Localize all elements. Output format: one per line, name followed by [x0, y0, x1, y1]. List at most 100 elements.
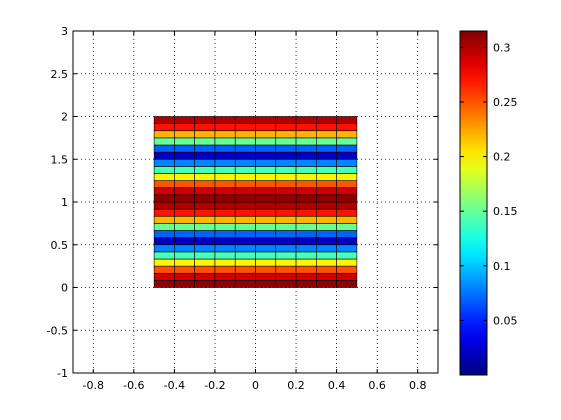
- heatmap-cell: [275, 230, 297, 238]
- heatmap-cell: [214, 223, 236, 231]
- heatmap-cell: [275, 251, 297, 260]
- heatmap-cell: [153, 130, 175, 139]
- heatmap-cell: [316, 151, 337, 160]
- heatmap-cell: [153, 137, 175, 146]
- heatmap-cell: [275, 187, 297, 196]
- heatmap-cell: [275, 194, 297, 203]
- heatmap-cell: [275, 280, 297, 288]
- heatmap-cell: [255, 158, 277, 167]
- heatmap-cell: [336, 265, 358, 274]
- heatmap-cell: [255, 272, 277, 281]
- heatmap-cell: [316, 180, 337, 189]
- heatmap-cell: [153, 166, 175, 174]
- heatmap-cell: [153, 215, 175, 224]
- heatmap-cell: [295, 208, 317, 217]
- heatmap-cell: [275, 158, 297, 167]
- heatmap-cell: [214, 280, 236, 288]
- heatmap-cell: [275, 265, 297, 274]
- heatmap-cell: [153, 194, 175, 203]
- heatmap-cell: [174, 208, 195, 217]
- heatmap-cell: [255, 137, 277, 146]
- heatmap-cell: [153, 237, 175, 246]
- heatmap-cell: [234, 130, 256, 139]
- heatmap-cell: [194, 194, 216, 203]
- heatmap-cell: [234, 280, 256, 288]
- heatmap-cell: [234, 244, 256, 253]
- heatmap-cell: [153, 158, 175, 167]
- heatmap-cell: [255, 194, 277, 203]
- heatmap-cell: [316, 251, 337, 260]
- heatmap-cell: [295, 158, 317, 167]
- heatmap-cell: [153, 201, 175, 210]
- heatmap-cell: [275, 208, 297, 217]
- heatmap-cell: [194, 130, 216, 139]
- heatmap-cell: [174, 237, 195, 246]
- heatmap-cell: [336, 215, 358, 224]
- heatmap-cell: [174, 223, 195, 231]
- heatmap-cell: [295, 280, 317, 288]
- heatmap-cell: [275, 258, 297, 267]
- colorbar-tick-label: 0.1: [493, 260, 511, 273]
- heatmap-cell: [214, 144, 236, 153]
- y-tick-label: 2.5: [51, 68, 69, 81]
- heatmap-cell: [316, 230, 337, 238]
- heatmap-cell: [295, 215, 317, 224]
- y-tick-label: 1.5: [51, 153, 69, 166]
- heatmap-cell: [336, 230, 358, 238]
- heatmap-cell: [336, 244, 358, 253]
- heatmap-cell: [336, 151, 358, 160]
- heatmap-cell: [255, 166, 277, 174]
- heatmap-cell: [234, 123, 256, 132]
- heatmap-cell: [194, 180, 216, 189]
- heatmap-cell: [174, 265, 195, 274]
- heatmap-cell: [295, 180, 317, 189]
- heatmap-cell: [153, 223, 175, 231]
- heatmap-cell: [234, 251, 256, 260]
- heatmap-cell: [275, 166, 297, 174]
- heatmap-cell: [153, 265, 175, 274]
- heatmap-cell: [194, 230, 216, 238]
- heatmap-cell: [214, 158, 236, 167]
- heatmap-cell: [234, 265, 256, 274]
- heatmap-cell: [255, 130, 277, 139]
- heatmap-cell: [194, 280, 216, 288]
- heatmap-cell: [174, 137, 195, 146]
- heatmap-cell: [234, 158, 256, 167]
- heatmap-cell: [153, 272, 175, 281]
- heatmap-cell: [336, 272, 358, 281]
- heatmap-cell: [255, 230, 277, 238]
- heatmap-cell: [336, 208, 358, 217]
- heatmap-cell: [336, 158, 358, 167]
- heatmap-cell: [234, 230, 256, 238]
- heatmap-cell: [174, 215, 195, 224]
- x-tick-label: 0.4: [328, 379, 346, 392]
- heatmap-cell: [234, 208, 256, 217]
- heatmap-cell: [255, 244, 277, 253]
- heatmap-cell: [255, 251, 277, 260]
- heatmap-cell: [214, 265, 236, 274]
- heatmap-cell: [214, 180, 236, 189]
- heatmap-cell: [194, 244, 216, 253]
- x-tick-label: -0.2: [204, 379, 225, 392]
- heatmap-cell: [174, 258, 195, 267]
- heatmap-cell: [234, 272, 256, 281]
- heatmap-cell: [336, 194, 358, 203]
- heatmap-cell: [214, 194, 236, 203]
- x-tick-label: 0.6: [368, 379, 386, 392]
- heatmap-cell: [316, 223, 337, 231]
- colorbar-tick-label: 0.25: [493, 96, 518, 109]
- heatmap-cell: [316, 116, 337, 124]
- heatmap-cell: [255, 208, 277, 217]
- heatmap-cell: [174, 123, 195, 132]
- heatmap-cell: [255, 123, 277, 132]
- heatmap-cell: [295, 244, 317, 253]
- heatmap-cells: [153, 116, 358, 288]
- colorbar-tick-label: 0.2: [493, 151, 511, 164]
- heatmap-cell: [214, 201, 236, 210]
- heatmap-cell: [234, 223, 256, 231]
- heatmap-cell: [275, 237, 297, 246]
- y-tick-label: -0.5: [47, 324, 68, 337]
- heatmap-cell: [255, 180, 277, 189]
- heatmap-cell: [153, 116, 175, 124]
- heatmap-cell: [275, 137, 297, 146]
